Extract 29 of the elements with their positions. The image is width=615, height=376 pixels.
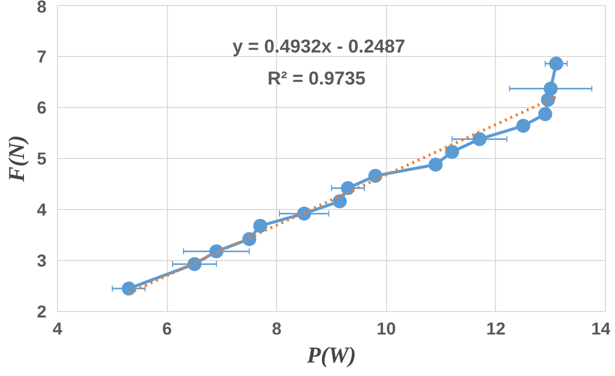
annotation: y = 0.4932x - 0.2487 <box>232 36 406 56</box>
x-tick-label: 6 <box>162 318 172 338</box>
point <box>472 132 486 146</box>
annotation: R² = 0.9735 <box>268 68 366 88</box>
y-tick-label: 7 <box>36 46 47 66</box>
y-tick-label: 5 <box>36 148 47 168</box>
y-tick-label: 4 <box>36 200 47 220</box>
point <box>428 158 443 172</box>
y-tick-label: 2 <box>36 302 47 322</box>
point <box>122 282 136 296</box>
point <box>253 218 268 233</box>
point <box>549 56 564 71</box>
point <box>368 168 382 183</box>
x-tick-label: 14 <box>591 318 611 338</box>
y-tick-label: 6 <box>36 98 47 118</box>
point <box>516 118 530 133</box>
x-tick-label: 8 <box>272 318 282 338</box>
x-tick-label: 4 <box>52 318 63 338</box>
point <box>538 107 552 122</box>
x-tick-label: 10 <box>376 318 396 338</box>
y-axis-title: F(N) <box>4 135 29 183</box>
point <box>445 144 460 159</box>
point <box>544 82 558 96</box>
point <box>332 194 347 208</box>
point <box>340 181 355 196</box>
x-tick-label: 12 <box>486 318 506 338</box>
y-tick-label: 3 <box>36 250 47 270</box>
x-axis-title: P(W) <box>306 342 356 368</box>
y-tick-label: 8 <box>36 0 47 16</box>
